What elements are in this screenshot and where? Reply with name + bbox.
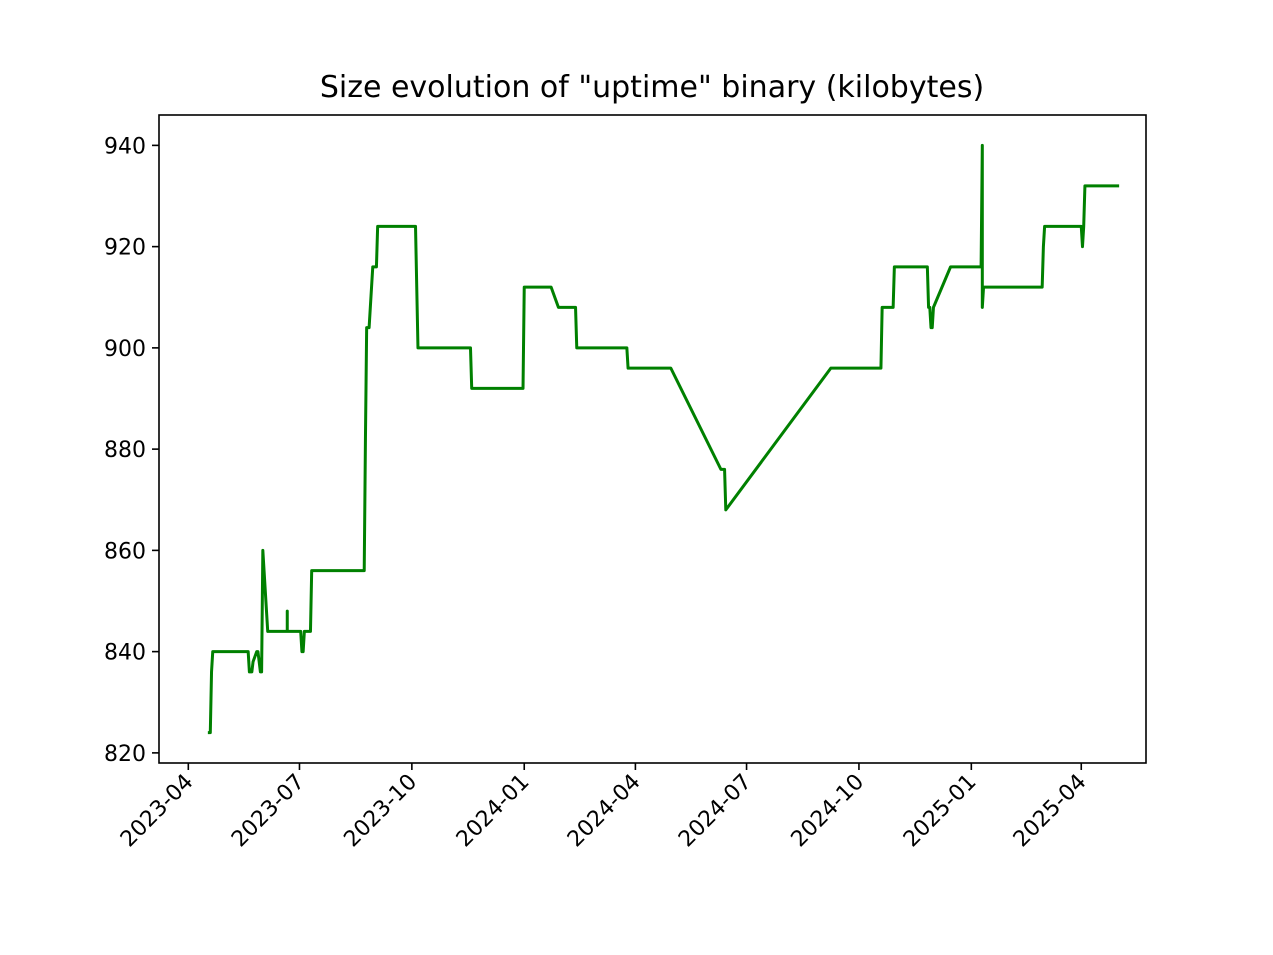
y-tick-label: 940 — [104, 134, 146, 159]
plot-area — [207, 143, 1120, 735]
x-tick-label: 2024-04 — [563, 770, 646, 853]
x-tick-label: 2024-10 — [787, 770, 870, 853]
y-tick-label: 820 — [104, 742, 146, 767]
chart-title: Size evolution of "uptime" binary (kilob… — [320, 70, 984, 105]
x-tick-label: 2023-10 — [339, 770, 422, 853]
x-tick-label: 2025-01 — [899, 770, 982, 853]
x-axis: 2023-04 2023-07 2023-10 2024-01 2024-04 2024-… — [116, 763, 1092, 852]
y-tick-label: 920 — [104, 236, 146, 261]
y-tick-label: 840 — [104, 641, 146, 666]
y-tick-label: 860 — [104, 539, 146, 564]
y-tick-label: 880 — [104, 438, 146, 463]
axes-frame — [158, 114, 1147, 764]
x-tick-label: 2024-07 — [674, 770, 757, 853]
y-tick-label: 900 — [104, 337, 146, 362]
x-tick-label: 2023-07 — [227, 770, 310, 853]
x-tick-label: 2025-04 — [1009, 770, 1092, 853]
series-line-0 — [207, 143, 1120, 735]
x-tick-label: 2024-01 — [452, 770, 535, 853]
x-tick-label: 2023-04 — [116, 770, 199, 853]
y-axis: 820 840 860 880 900 920 940 — [104, 134, 159, 767]
